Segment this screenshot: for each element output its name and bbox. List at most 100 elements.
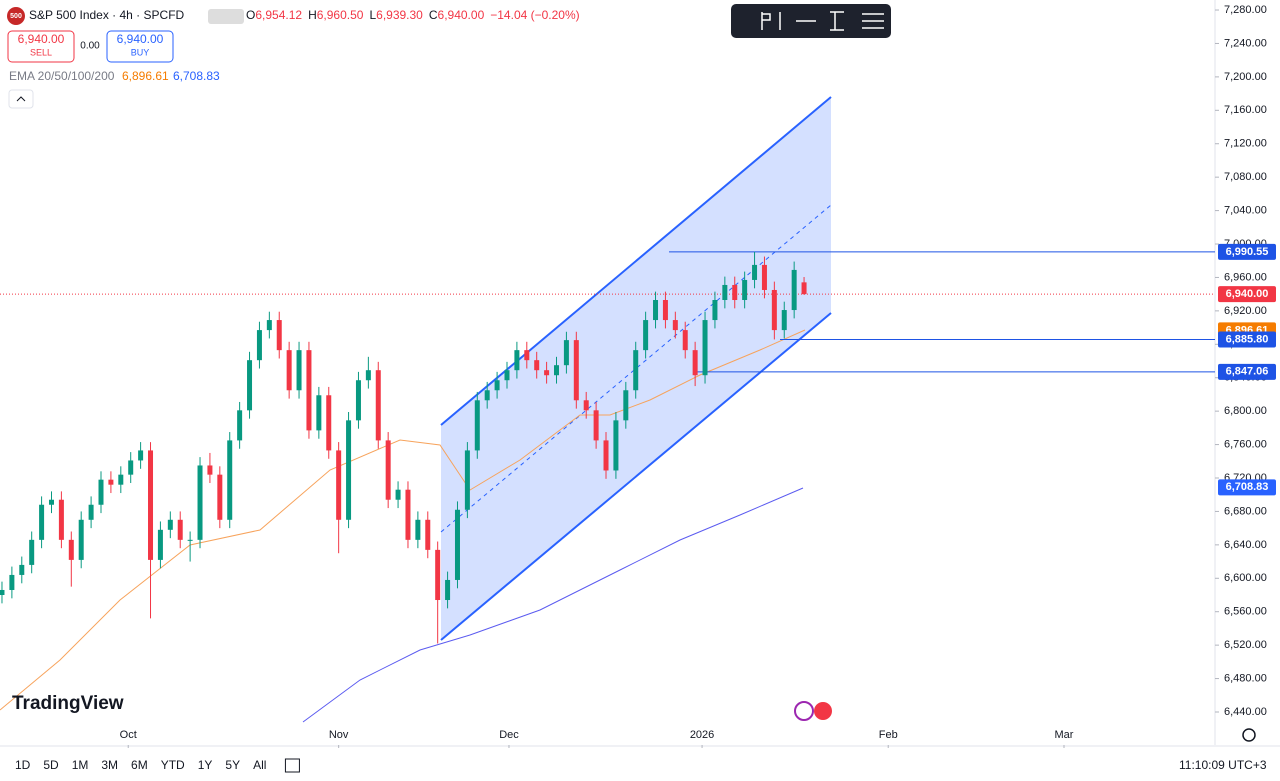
candle-body [128,460,134,475]
y-tick-label: 6,640.00 [1224,539,1267,551]
candle-body [514,350,520,371]
collapse-button[interactable] [8,89,34,109]
candle-body [148,450,154,560]
candle-body [643,320,649,351]
candle-body [177,519,183,540]
candle-body [613,420,619,471]
candle-body [0,589,5,595]
x-tick-label: Feb [879,729,898,741]
candle-body [791,269,797,311]
spread: 0.00 [80,41,100,52]
symbol: S&P 500 Index · 4h · SPCFD [29,8,185,22]
y-tick-label: 6,800.00 [1224,405,1267,417]
candle-body [58,499,64,540]
candle-body [405,489,411,540]
candle-body [98,479,104,505]
candle-body [563,340,569,366]
candle-body [286,350,292,391]
candle-body [197,465,203,540]
price-label: 6,847.06 [1226,366,1269,378]
ema-value: 6,708.83 [173,69,220,83]
candle-body [435,549,441,601]
sell-label: SELL [30,47,52,57]
candle-body [623,390,629,421]
candle-body [633,350,639,391]
candle-body [118,474,124,485]
candle-body [355,380,361,421]
sell-button[interactable] [7,30,75,63]
buy-price: 6,940.00 [117,32,164,46]
period-button[interactable]: 3M [101,758,118,772]
event-icon[interactable] [814,702,832,720]
y-tick-label: 6,480.00 [1224,672,1267,684]
y-tick-label: 6,960.00 [1224,271,1267,283]
candle-body [761,264,767,290]
candle-body [494,380,500,391]
ema-value: 6,896.61 [122,69,169,83]
ohlc: O6,954.12 H6,960.50 L6,939.30 C6,940.00 −14.… [246,8,580,22]
candle-body [316,395,322,431]
period-button[interactable]: All [253,758,266,772]
y-tick-label: 7,040.00 [1224,204,1267,216]
candle-body [375,370,381,441]
candle-body [138,450,144,461]
candle-body [395,489,401,500]
period-button[interactable]: 1M [72,758,89,772]
price-label-box [1218,363,1276,380]
candle-body [9,574,15,590]
candle-body [187,539,193,541]
candle-body [603,440,609,471]
y-tick-label: 7,280.00 [1224,4,1267,16]
candle-body [781,310,787,331]
date-range-icon[interactable] [284,758,300,773]
candle-body [276,320,282,351]
ohlc-value: 6,954.12 [255,8,302,22]
period-button[interactable]: YTD [161,758,185,772]
candle-body [534,360,540,371]
candle-body [247,360,253,411]
candle-body [752,264,758,280]
settings-icon[interactable] [1242,728,1256,742]
period-button[interactable]: 6M [131,758,148,772]
candle-body [672,320,678,331]
candle-body [326,395,332,451]
candle-body [68,539,74,560]
y-tick-label: 6,680.00 [1224,505,1267,517]
buy-button[interactable] [106,30,174,63]
candle-body [19,564,25,575]
candle-body [346,420,352,520]
x-tick-label: Dec [499,729,519,741]
indicator-name: EMA 20/50/100/200 [9,69,115,83]
candle-body [108,479,114,485]
y-tick-label: 7,240.00 [1224,37,1267,49]
candle-body [464,450,470,510]
candle-body [217,474,223,520]
candle-body [336,450,342,520]
candle-body [454,509,460,580]
period-button[interactable]: 1Y [198,758,213,772]
candle-body [702,320,708,376]
candle-body [484,390,490,401]
candle-body [415,519,421,540]
candle-body [692,350,698,376]
ohlc-key: C [429,8,438,22]
candle-body [365,370,371,381]
channel-mid [440,204,832,533]
y-tick-label: 6,920.00 [1224,305,1267,317]
period-button[interactable]: 5D [43,758,59,772]
logo: TradingView [12,693,124,714]
y-tick-label: 6,600.00 [1224,572,1267,584]
price-label-box [1218,286,1276,303]
event-icon[interactable] [794,701,814,721]
candle-body [207,465,213,475]
y-tick-label: 7,080.00 [1224,171,1267,183]
period-button[interactable]: 1D [15,758,31,772]
candle-body [237,410,243,441]
candle-body [385,440,391,500]
buy-label: BUY [131,47,150,57]
candle-body [425,519,431,550]
price-label: 6,885.80 [1226,333,1269,345]
candle-body [554,365,560,376]
candle-body [256,330,262,361]
period-button[interactable]: 5Y [225,758,240,772]
